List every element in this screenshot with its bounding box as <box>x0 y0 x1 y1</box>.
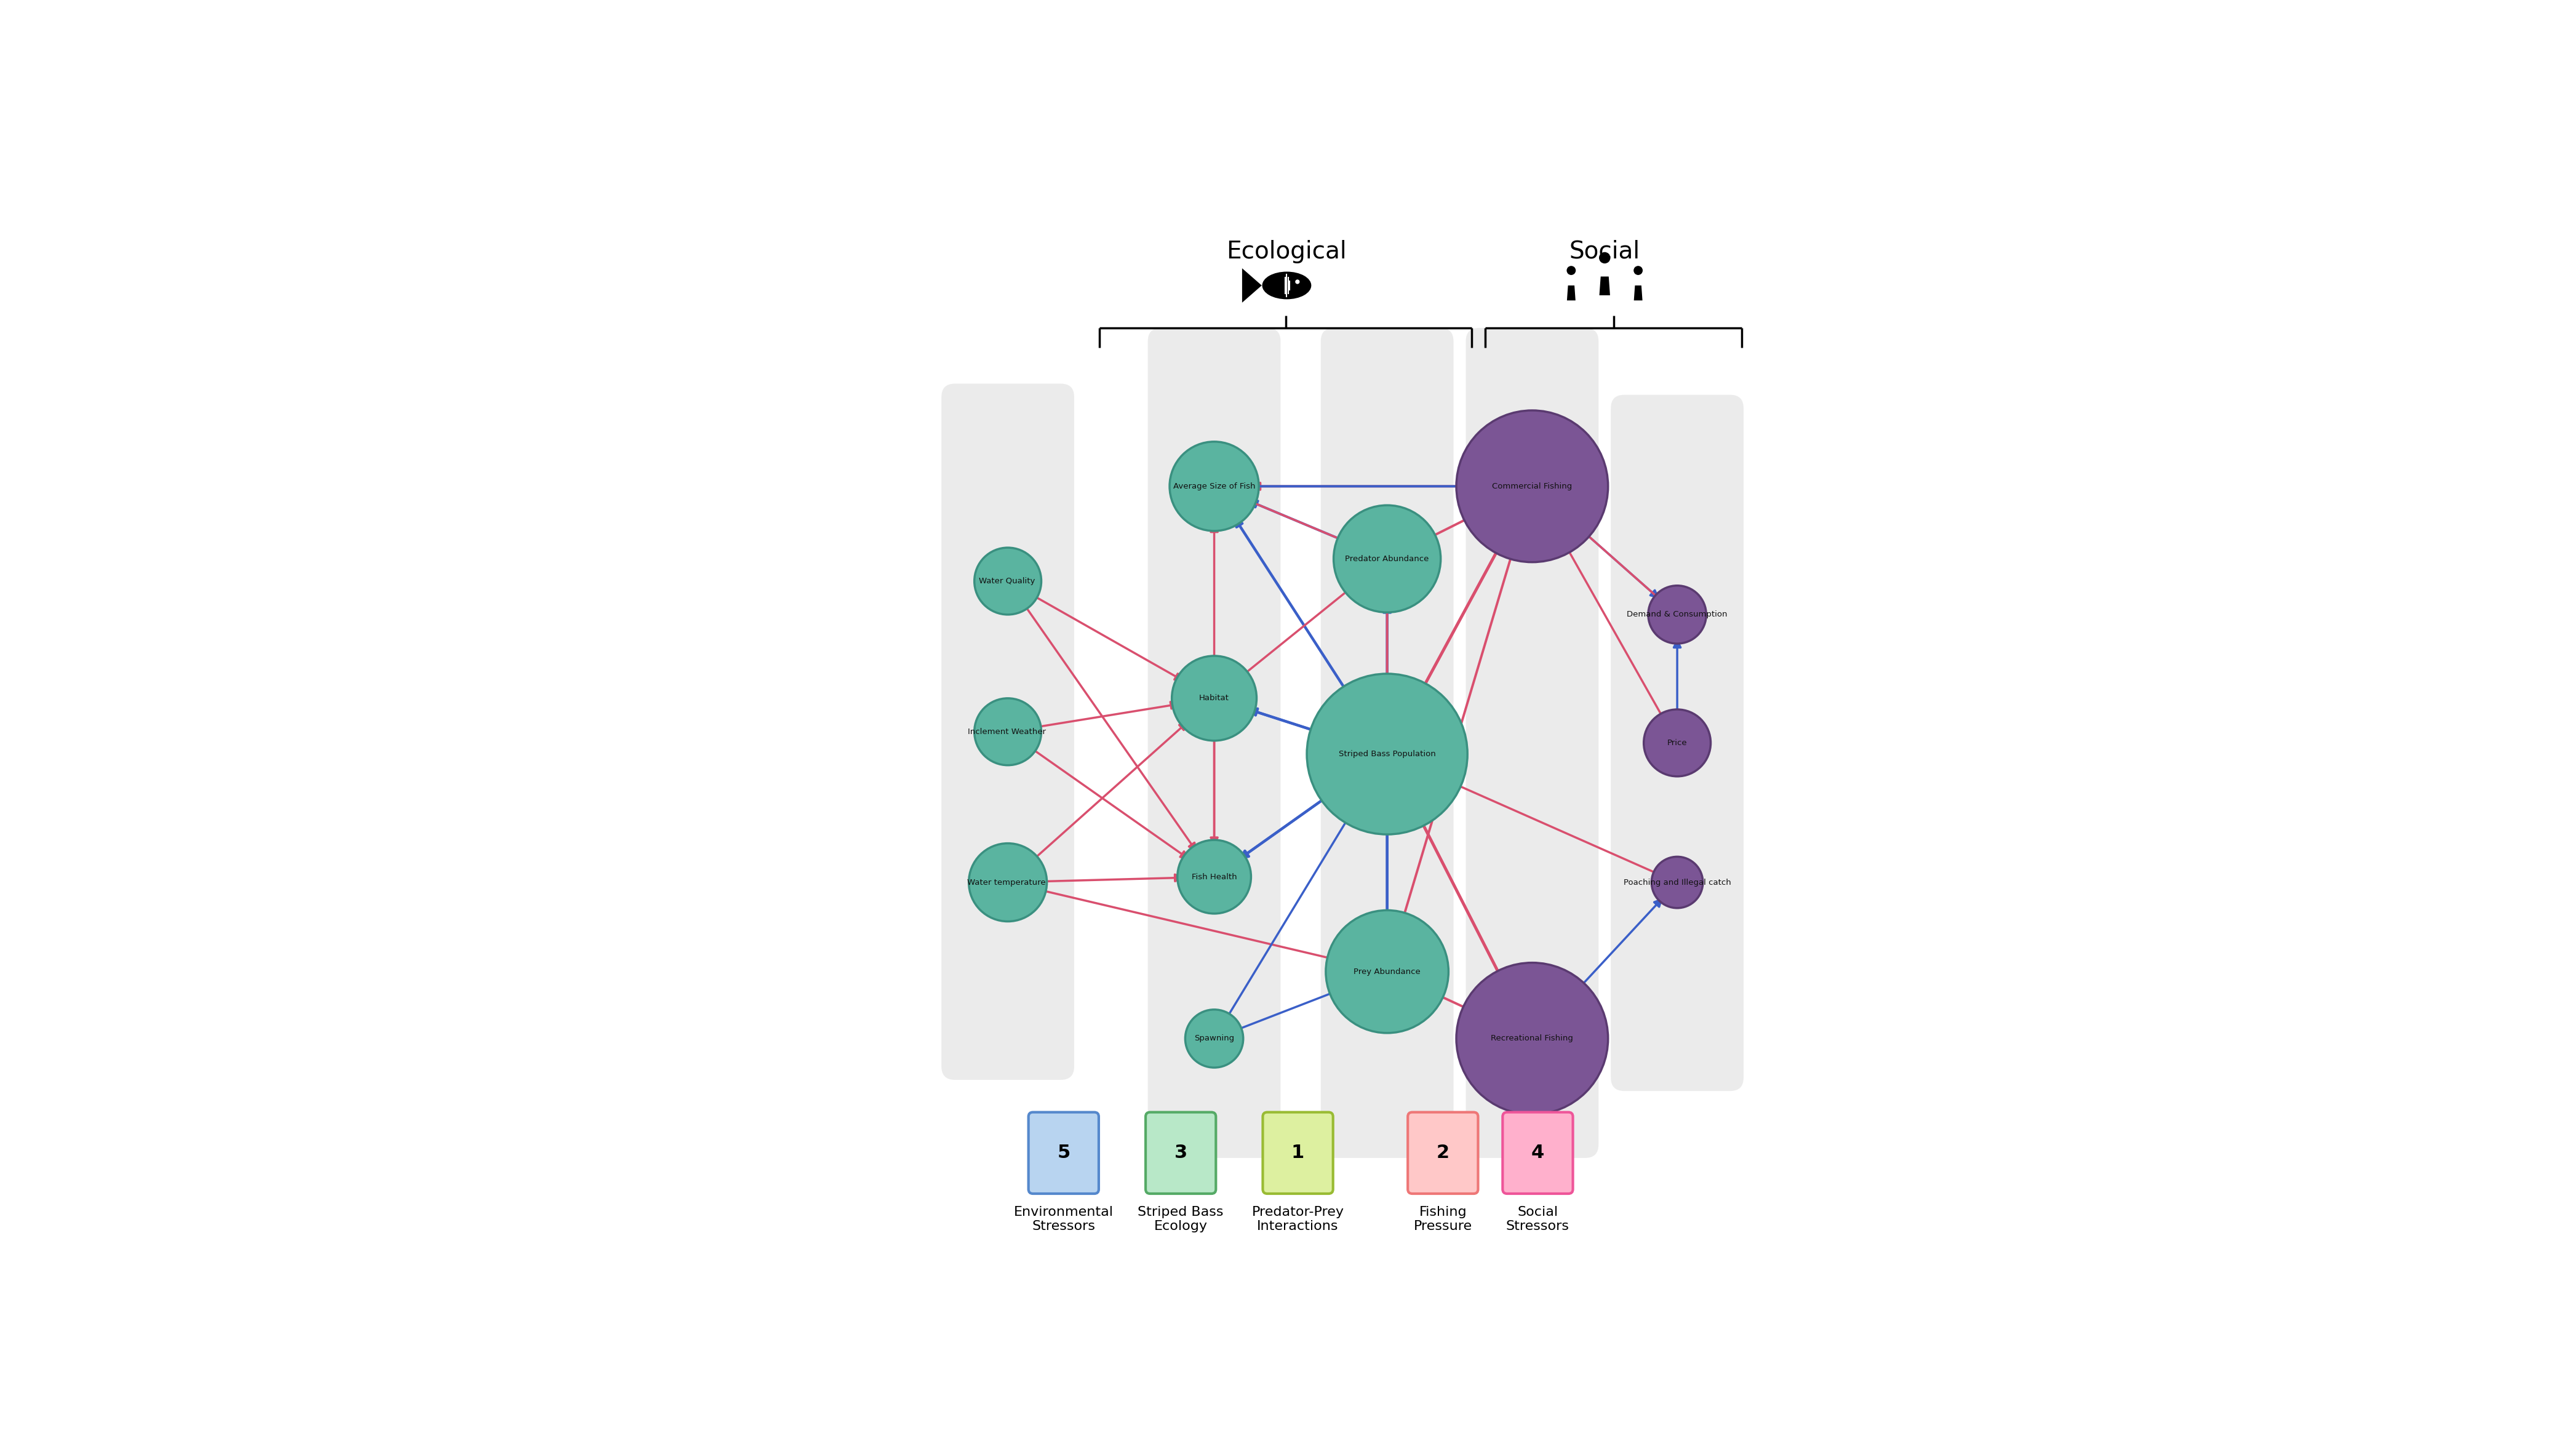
Circle shape <box>969 843 1046 922</box>
Text: Predator-Prey
Interactions: Predator-Prey Interactions <box>1252 1206 1345 1233</box>
FancyBboxPatch shape <box>1262 1113 1332 1194</box>
Text: Poaching and Illegal catch: Poaching and Illegal catch <box>1623 878 1731 887</box>
Circle shape <box>1334 506 1440 613</box>
Circle shape <box>1633 267 1643 275</box>
Text: Environmental
Stressors: Environmental Stressors <box>1015 1206 1113 1233</box>
Circle shape <box>1172 656 1257 740</box>
Text: Striped Bass
Ecology: Striped Bass Ecology <box>1139 1206 1224 1233</box>
FancyBboxPatch shape <box>1610 394 1744 1091</box>
Text: Price: Price <box>1667 739 1687 746</box>
Circle shape <box>1185 1010 1244 1068</box>
Text: 3: 3 <box>1175 1145 1188 1162</box>
FancyBboxPatch shape <box>1321 327 1453 1158</box>
Circle shape <box>1177 840 1252 914</box>
Text: Water Quality: Water Quality <box>979 577 1036 585</box>
Text: 4: 4 <box>1530 1145 1543 1162</box>
Text: Predator Abundance: Predator Abundance <box>1345 555 1430 562</box>
Circle shape <box>1649 585 1705 643</box>
Circle shape <box>1327 910 1448 1033</box>
FancyBboxPatch shape <box>1502 1113 1574 1194</box>
Circle shape <box>1306 674 1468 835</box>
Text: Water temperature: Water temperature <box>969 878 1046 887</box>
FancyBboxPatch shape <box>1406 1113 1479 1194</box>
Text: Social: Social <box>1569 239 1641 264</box>
PathPatch shape <box>1566 285 1577 300</box>
PathPatch shape <box>1600 277 1610 296</box>
Circle shape <box>974 548 1041 614</box>
FancyBboxPatch shape <box>1146 1113 1216 1194</box>
Text: Habitat: Habitat <box>1200 694 1229 703</box>
Text: 2: 2 <box>1437 1145 1450 1162</box>
Text: 1: 1 <box>1291 1145 1303 1162</box>
Text: Spawning: Spawning <box>1195 1035 1234 1043</box>
Text: Average Size of Fish: Average Size of Fish <box>1172 483 1255 490</box>
PathPatch shape <box>1242 268 1262 303</box>
FancyBboxPatch shape <box>1466 327 1600 1158</box>
Text: Fishing
Pressure: Fishing Pressure <box>1414 1206 1471 1233</box>
Circle shape <box>1651 856 1703 909</box>
FancyBboxPatch shape <box>1028 1113 1100 1194</box>
Text: Striped Bass Population: Striped Bass Population <box>1340 751 1435 758</box>
Circle shape <box>1643 710 1710 777</box>
Text: Fish Health: Fish Health <box>1193 872 1236 881</box>
Circle shape <box>974 698 1041 765</box>
FancyBboxPatch shape <box>940 384 1074 1080</box>
Circle shape <box>1170 442 1260 530</box>
Text: Demand & Consumption: Demand & Consumption <box>1628 610 1728 619</box>
Text: Social
Stressors: Social Stressors <box>1507 1206 1569 1233</box>
Text: Inclement Weather: Inclement Weather <box>969 727 1046 736</box>
Circle shape <box>1296 280 1301 284</box>
Circle shape <box>1455 410 1607 562</box>
Ellipse shape <box>1262 271 1311 300</box>
Text: Prey Abundance: Prey Abundance <box>1352 968 1419 975</box>
Text: Commercial Fishing: Commercial Fishing <box>1492 483 1571 490</box>
Circle shape <box>1600 252 1610 264</box>
PathPatch shape <box>1633 285 1643 300</box>
FancyBboxPatch shape <box>1149 327 1280 1158</box>
Text: 5: 5 <box>1056 1145 1069 1162</box>
Text: Ecological: Ecological <box>1226 239 1347 264</box>
Text: Recreational Fishing: Recreational Fishing <box>1492 1035 1574 1043</box>
Circle shape <box>1566 267 1577 275</box>
Circle shape <box>1455 962 1607 1114</box>
